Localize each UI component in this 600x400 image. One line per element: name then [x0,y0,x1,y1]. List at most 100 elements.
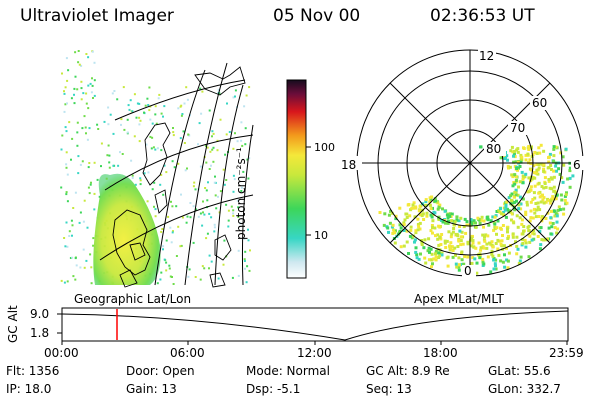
oval-speck [461,242,465,246]
oval-speck [438,225,442,229]
oval-speck [440,251,444,255]
emission-speck [82,92,85,95]
colorbar-tick-100: 100 [314,141,335,154]
oval-speck [500,212,504,216]
oval-speck [550,209,553,213]
emission-speck [162,115,164,118]
oval-speck [544,185,548,189]
oval-speck [528,240,532,244]
emission-speck [143,111,145,114]
oval-speck [547,226,551,230]
emission-speck [63,237,66,239]
emission-speck [162,245,165,248]
emission-speck [222,168,225,171]
emission-speck [80,80,83,83]
emission-speck [65,130,68,133]
oval-speck [510,218,513,222]
emission-speck [211,135,213,138]
emission-speck [139,183,142,186]
oval-speck [506,259,510,263]
oval-speck [448,214,452,218]
oval-speck [523,175,527,179]
oval-speck [506,237,510,240]
oval-speck [399,226,403,230]
emission-speck [170,241,173,244]
oval-speck [548,152,552,156]
emission-speck [225,179,228,181]
emission-speck [199,212,202,215]
oval-speck [471,256,475,260]
oval-speck [474,225,478,229]
oval-speck [481,260,485,264]
oval-speck [538,208,542,212]
oval-speck [536,235,540,238]
oval-speck [532,229,536,232]
emission-speck [171,276,173,278]
oval-speck [540,215,544,219]
oval-speck [424,200,428,203]
oval-speck [417,209,421,213]
emission-speck [247,177,250,180]
emission-speck [90,91,93,94]
emission-speck [200,112,203,115]
oval-speck [438,236,442,239]
emission-speck [180,244,183,247]
emission-speck [87,84,90,87]
emission-speck [79,163,82,166]
oval-speck [553,226,557,230]
oval-speck [499,207,502,211]
emission-speck [120,118,123,121]
oval-speck [418,213,422,217]
emission-speck [175,255,178,257]
oval-speck [455,215,459,219]
oval-speck [479,218,483,222]
oval-speck [537,163,541,167]
oval-speck [503,156,507,160]
emission-speck [83,199,86,202]
oval-speck [431,226,434,229]
oval-speck [429,247,433,251]
oval-speck [451,255,455,259]
oval-speck [519,160,523,164]
emission-speck [228,131,231,133]
emission-speck [139,177,142,180]
oval-speck [402,223,406,226]
emission-speck [177,225,180,228]
oval-speck [547,160,551,164]
emission-speck [81,127,84,130]
emission-speck [168,267,171,270]
emission-speck [64,126,67,129]
emission-speck [120,123,122,126]
oval-speck [547,178,551,181]
oval-speck [537,166,541,170]
emission-speck [216,139,219,142]
oval-speck [557,167,561,171]
oval-speck [544,200,548,204]
emission-speck [109,113,112,116]
oval-speck [511,184,515,188]
oval-speck [499,156,503,160]
oval-speck [529,188,533,192]
emission-speck [247,228,249,231]
emission-speck [96,178,99,181]
emission-speck [203,213,206,216]
oval-speck [424,198,428,202]
oval-speck [450,212,454,216]
emission-speck [182,130,185,133]
oval-speck [520,155,524,159]
oval-speck [530,177,534,181]
ytick-1-8: 1.8 [30,326,50,340]
oval-speck [448,212,452,216]
oval-speck [477,241,481,245]
oval-speck [499,242,503,246]
oval-speck [423,256,427,260]
oval-speck [522,225,526,228]
oval-speck [389,209,393,213]
emission-speck [179,245,182,248]
oval-speck [530,238,534,242]
oval-speck [439,218,443,222]
emission-speck [175,205,178,208]
emission-speck [153,181,156,184]
emission-speck [160,112,163,115]
oval-speck [536,205,540,209]
